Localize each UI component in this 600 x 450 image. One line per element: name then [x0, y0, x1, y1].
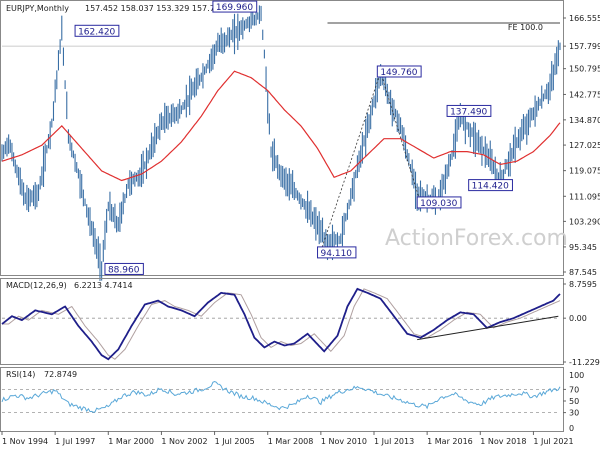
macd-line — [1, 287, 561, 361]
moving-average-line — [1, 70, 561, 182]
annotation-box — [104, 262, 144, 275]
annotation-label: 137.490 — [450, 107, 487, 117]
rsi-panel-title: RSI(14) — [6, 370, 35, 379]
price-plot: 162.420 169.960 88.960 149.760 137.490 109.03… — [1, 0, 561, 281]
price-annotation: 149.760 — [376, 65, 422, 78]
macd-y-tick-label: 0.00 — [569, 314, 587, 323]
x-tick-label: 1 Nov 2010 — [321, 437, 367, 446]
macd-y-axis: 8.7595 0.00 -11.2299 — [563, 280, 600, 367]
x-tick-label: 1 Mar 2016 — [427, 437, 473, 446]
x-tick-label: 1 Mar 2000 — [108, 437, 154, 446]
annotation-box — [212, 0, 258, 13]
x-tick-label: 1 Jul 1997 — [55, 437, 95, 446]
price-y-tick-label: 95.345 — [569, 243, 597, 252]
rsi-panel-value: 72.8749 — [44, 370, 77, 379]
annotation-box — [446, 104, 492, 117]
zigzag-projection-line — [320, 70, 421, 252]
rsi-y-tick-label: 100 — [569, 371, 584, 380]
annotation-box — [416, 196, 462, 209]
price-annotation: 109.030 — [416, 196, 462, 209]
fe-label: FE 100.0 — [508, 23, 543, 32]
price-y-tick-label: 119.075 — [569, 167, 600, 176]
price-annotation: 88.960 — [104, 262, 144, 275]
annotation-label: 169.960 — [216, 3, 253, 13]
time-x-axis: 1 Nov 1994 1 Jul 1997 1 Mar 2000 1 Nov 2002… — [1, 431, 574, 446]
macd-panel-values: 6.2213 4.7414 — [74, 281, 133, 290]
rsi-line — [1, 380, 561, 413]
annotation-box — [317, 246, 357, 259]
annotation-label: 88.960 — [108, 265, 140, 275]
price-panel-title: EURJPY,Monthly — [6, 4, 69, 13]
macd-panel-title: MACD(12,26,9) — [6, 281, 67, 290]
x-tick-label: 1 Jul 2005 — [215, 437, 255, 446]
x-tick-label: 1 Nov 1994 — [2, 437, 48, 446]
macd-plot — [1, 287, 561, 361]
rsi-y-tick-label: 0 — [569, 424, 574, 433]
annotation-label: 149.760 — [380, 68, 417, 78]
macd-y-tick-label: -11.2299 — [569, 358, 600, 367]
price-y-tick-label: 142.775 — [569, 90, 600, 99]
price-annotation: 137.490 — [446, 104, 492, 117]
x-tick-label: 1 Jul 2013 — [374, 437, 414, 446]
x-tick-label: 1 Jul 2021 — [533, 437, 573, 446]
macd-panel: MACD(12,26,9) 6.2213 4.7414 8.7595 0.00 -1… — [0, 278, 600, 367]
price-y-tick-label: 134.870 — [569, 116, 600, 125]
price-y-tick-label: 166.555 — [569, 14, 600, 23]
annotation-label: 94.110 — [321, 249, 353, 259]
price-y-tick-label: 87.545 — [569, 268, 597, 277]
annotation-label: 114.420 — [472, 182, 509, 192]
macd-y-tick-label: 8.7595 — [569, 280, 597, 289]
macd-signal-line — [2, 288, 561, 360]
price-panel-ohlc: 157.452 158.037 153.329 157.799 — [85, 4, 225, 13]
rsi-y-tick-label: 70 — [569, 385, 579, 394]
price-y-tick-label: 111.095 — [569, 192, 600, 201]
price-annotation: 169.960 — [212, 0, 258, 13]
price-annotation: 162.420 — [74, 24, 120, 37]
x-tick-label: 1 Nov 2018 — [480, 437, 526, 446]
rsi-y-tick-label: 30 — [569, 409, 579, 418]
price-y-axis: 166.555 157.799 150.795 142.775 134.870 127.0… — [563, 14, 600, 277]
macd-trendline — [417, 315, 559, 341]
price-y-tick-label: 103.290 — [569, 217, 600, 226]
price-panel: EURJPY,Monthly 157.452 158.037 153.329 1… — [0, 0, 600, 281]
rsi-y-tick-label: 50 — [569, 397, 579, 406]
annotation-box — [468, 179, 513, 192]
x-tick-label: 1 Mar 2008 — [268, 437, 314, 446]
price-y-tick-label: 127.025 — [569, 141, 600, 150]
rsi-y-axis: 70 50 30 100 0 — [563, 371, 584, 433]
annotation-label: 109.030 — [420, 199, 457, 209]
price-annotation: 94.110 — [317, 246, 357, 259]
annotation-box — [74, 24, 120, 37]
rsi-plot — [1, 380, 561, 414]
annotation-label: 162.420 — [78, 27, 115, 37]
price-annotation: 114.420 — [468, 179, 513, 192]
watermark: ActionForex.com — [385, 226, 568, 251]
x-tick-label: 1 Nov 2002 — [161, 437, 207, 446]
rsi-panel: RSI(14) 72.8749 70 50 30 100 0 — [0, 367, 584, 433]
annotation-box — [376, 65, 422, 78]
price-y-tick-label: 150.795 — [569, 65, 600, 74]
price-y-tick-label: 157.799 — [569, 42, 600, 51]
